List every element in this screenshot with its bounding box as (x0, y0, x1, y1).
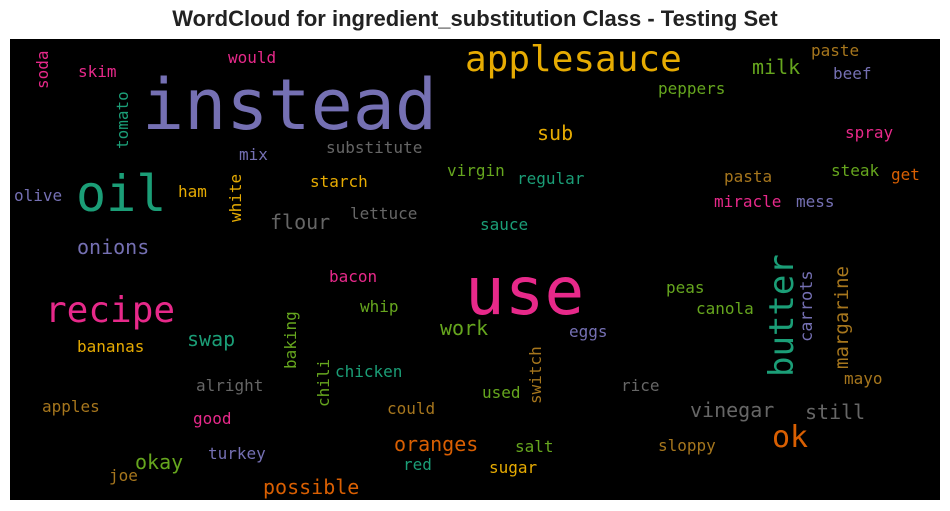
word-turkey: turkey (208, 444, 266, 463)
word-red: red (403, 455, 432, 474)
word-butter: butter (762, 254, 802, 377)
word-good: good (193, 409, 232, 428)
word-eggs: eggs (569, 322, 608, 341)
word-spray: spray (845, 123, 894, 142)
word-beef: beef (833, 64, 872, 83)
word-would: would (228, 48, 276, 67)
word-miracle: miracle (714, 192, 781, 211)
word-chili: chili (314, 359, 333, 407)
word-get: get (891, 165, 920, 184)
word-chicken: chicken (335, 362, 402, 381)
word-recipe: recipe (45, 290, 175, 331)
word-vinegar: vinegar (690, 398, 774, 422)
word-cloud: instead use oil applesauce recipe butter ok mil… (10, 39, 940, 500)
word-peppers: peppers (658, 79, 725, 98)
word-could: could (387, 399, 435, 418)
word-bacon: bacon (329, 267, 377, 286)
word-substitute: substitute (326, 138, 422, 157)
word-used: used (482, 383, 521, 402)
word-steak: steak (831, 161, 880, 180)
chart-title: WordCloud for ingredient_substitution Cl… (172, 6, 778, 31)
word-instead: instead (142, 64, 437, 146)
word-applesauce: applesauce (465, 39, 682, 80)
word-ham: ham (178, 182, 207, 201)
word-olive: olive (14, 186, 62, 205)
word-sugar: sugar (489, 458, 538, 477)
word-sloppy: sloppy (658, 436, 716, 455)
word-ok: ok (772, 420, 808, 455)
word-joe: joe (109, 466, 138, 485)
word-work: work (440, 316, 488, 340)
word-paste: paste (811, 41, 859, 60)
word-carrots: carrots (797, 270, 817, 342)
cloud-background (10, 39, 940, 500)
word-swap: swap (187, 327, 235, 351)
word-switch: switch (526, 346, 545, 404)
word-salt: salt (515, 437, 554, 456)
word-mix: mix (239, 145, 268, 164)
word-rice: rice (621, 376, 660, 395)
word-starch: starch (310, 172, 368, 191)
word-apples: apples (42, 397, 100, 416)
word-sauce: sauce (480, 215, 528, 234)
word-regular: regular (517, 169, 585, 188)
word-tomato: tomato (113, 91, 132, 149)
word-pasta: pasta (724, 167, 772, 186)
word-still: still (805, 400, 865, 424)
word-soda: soda (33, 50, 52, 89)
words-layer: instead use oil applesauce recipe butter ok mil… (14, 39, 920, 499)
word-peas: peas (666, 278, 705, 297)
word-mess: mess (796, 192, 835, 211)
word-virgin: virgin (447, 161, 505, 180)
word-possible: possible (263, 475, 359, 499)
word-skim: skim (78, 62, 117, 81)
word-okay: okay (135, 450, 183, 474)
word-lettuce: lettuce (350, 204, 417, 223)
word-canola: canola (696, 299, 754, 318)
word-whip: whip (360, 297, 399, 316)
word-white: white (226, 174, 245, 222)
word-sub: sub (537, 121, 573, 145)
word-milk: milk (752, 55, 800, 79)
word-flour: flour (270, 210, 330, 234)
word-bananas: bananas (77, 337, 144, 356)
word-mayo: mayo (844, 369, 883, 388)
word-oranges: oranges (394, 432, 478, 456)
word-alright: alright (196, 376, 263, 395)
word-oil: oil (76, 165, 166, 223)
word-use: use (465, 253, 584, 330)
word-onions: onions (77, 235, 149, 259)
word-baking: baking (281, 311, 300, 369)
word-margarine: margarine (831, 266, 853, 369)
